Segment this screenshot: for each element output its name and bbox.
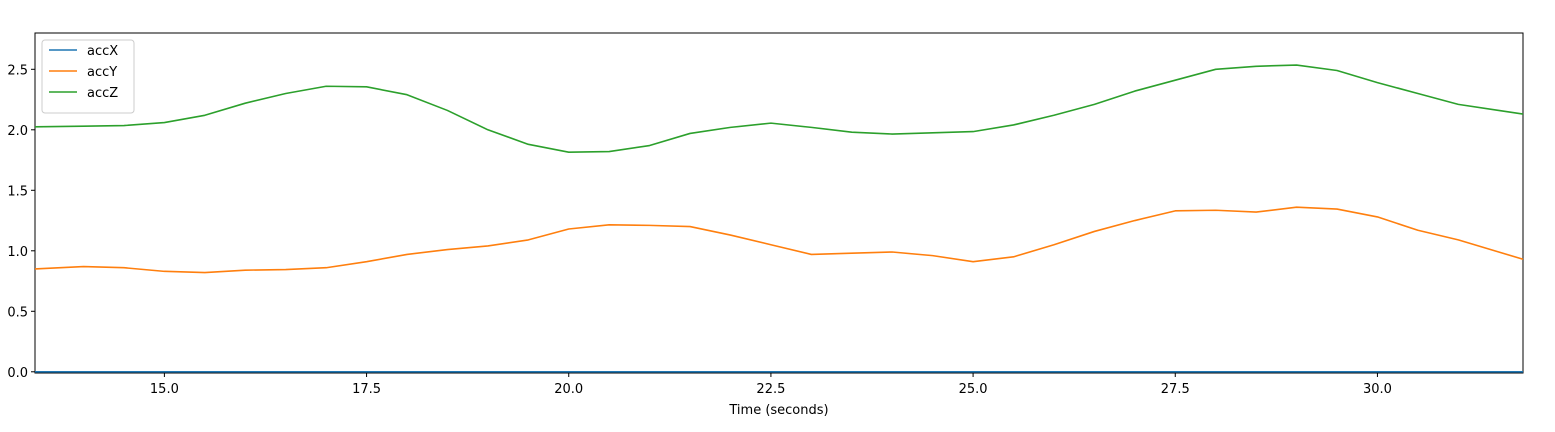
x-tick-label: 20.0: [554, 382, 583, 397]
series-line-accY: [34, 206, 1524, 274]
y-tick-label: 1.0: [7, 245, 28, 260]
series-line-accZ: [34, 64, 1524, 153]
y-tick-label: 2.0: [7, 124, 28, 139]
x-tick-label: 17.5: [352, 382, 381, 397]
y-tick-label: 0.5: [7, 305, 28, 320]
plot-area: [34, 32, 1524, 374]
x-tick-label: 27.5: [1161, 382, 1190, 397]
x-tick-label: 30.0: [1363, 382, 1392, 397]
y-tick-label: 2.5: [7, 63, 28, 78]
y-axis: 0.0 0.5 1.0 1.5 2.0 2.5: [7, 63, 35, 381]
series-layer: [34, 64, 1524, 373]
legend-label-accY: accY: [87, 65, 117, 80]
x-axis: 15.0 17.5 20.0 22.5 25.0 27.5 30.0: [150, 373, 1392, 397]
legend-box: [41, 39, 135, 114]
x-tick-label: 25.0: [959, 382, 988, 397]
axes-frame: [34, 32, 1524, 374]
legend-label-accX: accX: [87, 44, 118, 59]
y-tick-label: 0.0: [7, 366, 28, 381]
x-axis-label: Time (seconds): [728, 403, 828, 418]
x-tick-label: 15.0: [150, 382, 179, 397]
legend: accX accY accZ: [41, 39, 135, 114]
legend-label-accZ: accZ: [87, 86, 118, 101]
x-tick-label: 22.5: [756, 382, 785, 397]
y-tick-label: 1.5: [7, 184, 28, 199]
